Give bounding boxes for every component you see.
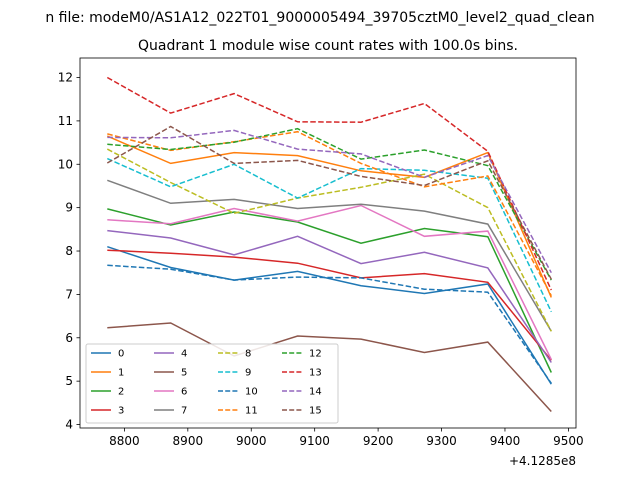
series-line-1 [107, 135, 552, 298]
series-line-3 [107, 249, 552, 361]
legend-label-0: 0 [118, 349, 124, 360]
y-tick-label: 9 [65, 201, 73, 215]
legend-label-15: 15 [309, 406, 322, 417]
x-tick-label: 9500 [553, 434, 584, 448]
x-tick-label: 9400 [490, 434, 521, 448]
x-tick-label: 9100 [299, 434, 330, 448]
y-tick-label: 6 [65, 331, 73, 345]
series-line-12 [107, 127, 552, 281]
series-line-13 [106, 76, 552, 291]
series-line-10 [107, 264, 552, 384]
series-line-0 [107, 245, 552, 385]
legend-label-8: 8 [245, 349, 251, 360]
legend-label-11: 11 [245, 406, 258, 417]
series-line-14 [107, 129, 552, 274]
y-tick-label: 8 [65, 244, 73, 258]
y-tick-label: 4 [65, 418, 73, 432]
legend-label-1: 1 [118, 368, 124, 379]
series-line-8 [106, 148, 552, 332]
legend-label-12: 12 [309, 349, 322, 360]
legend-label-6: 6 [181, 387, 187, 398]
series-line-2 [107, 208, 552, 373]
y-tick-label: 12 [58, 71, 73, 85]
series-layer [106, 76, 552, 413]
y-tick-label: 10 [58, 157, 73, 171]
chart-suptitle: n file: modeM0/AS1A12_022T01_9000005494_… [45, 10, 594, 26]
x-tick-label: 9300 [426, 434, 457, 448]
series-line-7 [107, 179, 552, 332]
x-offset-label: +4.1285e8 [509, 454, 576, 468]
legend-label-5: 5 [181, 368, 187, 379]
chart-title: Quadrant 1 module wise count rates with … [138, 38, 518, 54]
series-line-5 [107, 322, 552, 413]
x-tick-label: 8900 [173, 434, 204, 448]
legend-label-13: 13 [309, 368, 322, 379]
y-tick-label: 11 [58, 114, 73, 128]
series-line-15 [106, 125, 552, 280]
legend-label-7: 7 [181, 406, 187, 417]
x-tick-label: 8800 [109, 434, 140, 448]
series-line-4 [107, 229, 552, 363]
legend-label-2: 2 [118, 387, 124, 398]
legend-label-9: 9 [245, 368, 251, 379]
y-tick-label: 5 [65, 374, 73, 388]
series-line-6 [107, 204, 552, 360]
plot-frame [79, 57, 577, 429]
legend-label-14: 14 [309, 387, 322, 398]
legend-label-3: 3 [118, 406, 124, 417]
y-tick-label: 7 [65, 287, 73, 301]
legend-label-4: 4 [181, 349, 187, 360]
x-tick-label: 9000 [236, 434, 267, 448]
legend-box [85, 343, 339, 424]
axes-layer: 8800 8900 9000 9100 9200 9300 9400 950045678910… [58, 57, 584, 448]
x-tick-label: 9200 [363, 434, 394, 448]
series-line-9 [106, 157, 552, 313]
legend-label-10: 10 [245, 387, 258, 398]
